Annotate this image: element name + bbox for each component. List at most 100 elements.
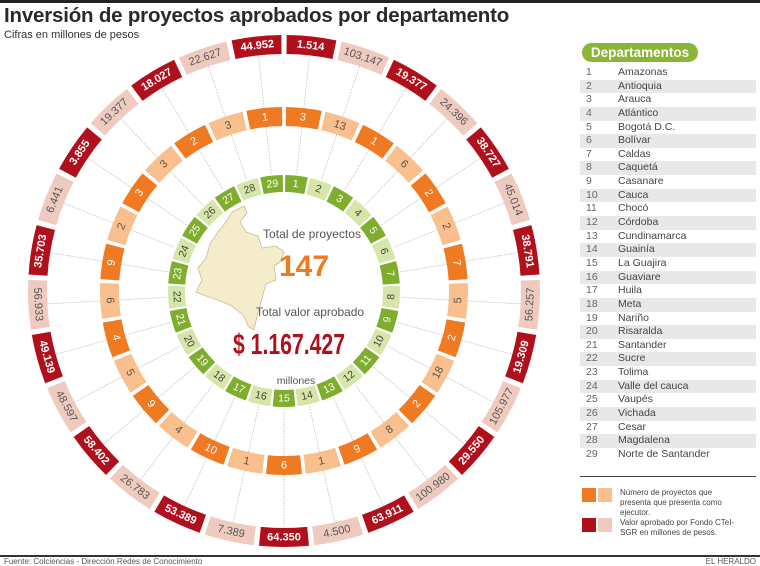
value-segment: [31, 331, 63, 384]
value-label: 38.791: [519, 234, 536, 269]
department-name: Arauca: [618, 93, 652, 106]
department-number-label: 17: [231, 381, 247, 397]
department-number-label: 1: [292, 178, 299, 191]
projects-segment: [266, 455, 302, 475]
value-label: 1.514: [296, 38, 326, 53]
value-segment: [312, 516, 364, 546]
value-segment: [362, 495, 414, 533]
projects-segment: [132, 385, 170, 424]
projects-segment: [421, 353, 455, 393]
department-row: 10 Cauca: [580, 188, 756, 203]
colombia-map-icon: [195, 205, 285, 331]
projects-segment: [99, 282, 121, 319]
department-number-segment: [248, 385, 273, 407]
projects-segment: [100, 243, 125, 281]
department-number-segment: [295, 385, 320, 407]
projects-segment: [437, 319, 466, 358]
department-row: 25 Vaupés: [580, 393, 756, 407]
department-name: Sucre: [618, 352, 646, 365]
projects-segment: [158, 411, 198, 448]
department-number-ring: 1 234567891011121314151617181920212223242…: [168, 175, 400, 407]
department-number: 4: [586, 106, 592, 119]
department-number: 28: [586, 434, 598, 447]
value-segment: [38, 173, 74, 226]
value-label: 56.257: [523, 287, 537, 321]
department-number-segment: [316, 376, 343, 401]
value-label: 4.500: [322, 523, 351, 541]
value-segment: [466, 127, 509, 178]
projects-label: 3: [133, 187, 146, 199]
department-name: Risaralda: [618, 325, 663, 338]
projects-label: 9: [352, 443, 363, 456]
department-name: Vichada: [618, 407, 656, 420]
total-projects-label: Total de proyectos: [263, 227, 361, 241]
department-number: 19: [586, 311, 598, 324]
department-name: Norte de Santander: [618, 447, 710, 460]
swatch-orange-dark: [582, 488, 596, 502]
projects-segment: [398, 385, 436, 424]
projects-segment: [410, 173, 446, 213]
value-segment: [131, 59, 183, 101]
department-row: 27 Cesar: [580, 421, 756, 435]
value-segment: [408, 464, 459, 509]
department-number: 18: [586, 297, 598, 310]
department-row: 11 Chocó: [580, 202, 756, 216]
value-segment: [109, 464, 160, 509]
projects-label: 2: [115, 221, 128, 231]
value-segment: [429, 88, 478, 136]
department-number-label: 28: [242, 182, 257, 197]
department-number-label: 8: [385, 293, 397, 300]
department-number-segment: [172, 237, 197, 264]
department-row: 20 Risaralda: [580, 325, 756, 339]
department-number: 23: [586, 366, 598, 379]
department-number-segment: [360, 216, 386, 244]
value-segment: [231, 35, 282, 60]
department-number: 26: [586, 407, 598, 420]
projects-label: 1: [242, 455, 251, 468]
projects-segment: [370, 411, 410, 448]
value-segment: [518, 279, 540, 330]
department-list: 1 Amazonas 2 Antioquia 3 Arauca 4 Atlántico 5 Bog…: [580, 66, 756, 462]
department-name: La Guajira: [618, 256, 667, 269]
department-number: 27: [586, 420, 598, 433]
department-number-segment: [236, 177, 262, 201]
projects-label: 2: [188, 135, 199, 148]
value-segment: [204, 516, 256, 546]
value-label: 35.703: [32, 234, 49, 269]
projects-label: 6: [281, 460, 287, 472]
legend-divider: [580, 476, 756, 477]
projects-segment: [354, 124, 394, 159]
department-number-label: 27: [220, 191, 236, 207]
value-segment: [337, 41, 390, 75]
projects-segment: [102, 319, 131, 358]
department-number-segment: [379, 261, 400, 285]
department-row: 9 Casanare: [580, 175, 756, 189]
value-segment: [385, 59, 437, 101]
department-row: 16 Guaviare: [580, 270, 756, 285]
department-number-segment: [344, 199, 372, 227]
department-number-segment: [326, 186, 354, 212]
projects-segment: [430, 206, 461, 246]
department-number-segment: [196, 199, 224, 227]
department-row: 18 Meta: [580, 297, 756, 312]
brand: EL HERALDO: [705, 557, 756, 566]
department-row: 26 Vichada: [580, 407, 756, 421]
department-number-segment: [176, 328, 202, 356]
department-row: 12 Córdoba: [580, 216, 756, 230]
department-name: Santander: [618, 338, 667, 351]
department-name: Cundinamarca: [618, 229, 687, 242]
department-row: 4 Atlántico: [580, 106, 756, 121]
department-row: 24 Valle del cauca: [580, 379, 756, 394]
department-number-segment: [352, 347, 380, 375]
department-name: Caquetá: [618, 161, 658, 174]
projects-segment: [174, 124, 214, 159]
department-number-label: 20: [181, 333, 197, 349]
department-row: 3 Arauca: [580, 93, 756, 107]
department-name: Córdoba: [618, 216, 659, 229]
department-name: Tolima: [618, 366, 649, 379]
department-number-label: 13: [321, 381, 337, 397]
department-row: 28 Magdalena: [580, 434, 756, 448]
projects-segment: [285, 107, 322, 130]
projects-label: 2: [439, 221, 452, 231]
